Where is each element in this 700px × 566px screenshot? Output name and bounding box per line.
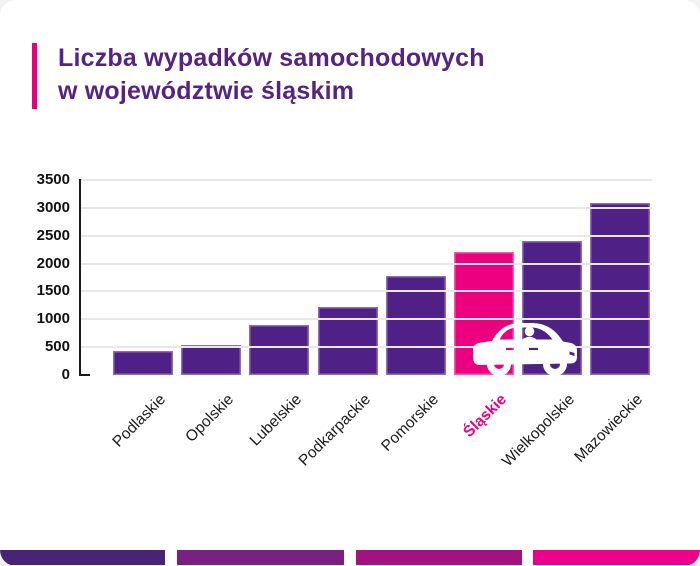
- footer-bar-2: [177, 550, 344, 565]
- bar-lubelskie: [249, 325, 310, 375]
- car-icon: [473, 323, 577, 376]
- bar-mazowieckie: [590, 203, 651, 375]
- y-tick-label: 2000: [36, 254, 70, 272]
- x-category-label: Mazowieckie: [571, 391, 647, 466]
- title-line-2: w województwie śląskim: [58, 77, 355, 105]
- y-tick-label: 3500: [36, 171, 70, 188]
- x-category-label: Lubelskie: [247, 391, 306, 450]
- y-tick-label: 3000: [36, 198, 70, 216]
- bar-opolskie: [181, 345, 242, 375]
- x-category-label: Śląskie: [460, 391, 511, 441]
- grid-line: [81, 318, 652, 321]
- grid-line: [81, 234, 652, 237]
- footer-bar-1: [0, 550, 165, 565]
- y-tick-label: 2500: [36, 226, 70, 244]
- y-tick-label: 0: [61, 366, 70, 383]
- page-title: Liczba wypadków samochodowych w województ…: [58, 42, 485, 108]
- y-tick-label: 1000: [36, 310, 70, 328]
- x-category-label: Podkarpackie: [295, 391, 374, 470]
- y-tick-label: 1500: [36, 282, 70, 300]
- y-axis-tick: [81, 374, 90, 376]
- y-axis-line: [79, 179, 81, 376]
- y-tick-label: 500: [44, 338, 70, 356]
- x-category-label: Opolskie: [182, 391, 238, 446]
- footer-bar-4: [533, 550, 700, 565]
- title-accent-bar: [32, 43, 37, 109]
- grid-line: [81, 179, 652, 181]
- title-line-1: Liczba wypadków samochodowych: [58, 44, 485, 72]
- grid-line: [81, 262, 652, 265]
- x-category-label: Wielkopolskie: [499, 391, 579, 471]
- grid-line: [81, 290, 652, 293]
- x-category-label: Pomorskie: [378, 391, 442, 455]
- grid-line: [81, 346, 652, 349]
- grid-line: [81, 206, 652, 209]
- bar-podlaskie: [113, 351, 173, 375]
- x-category-label: Podlaskie: [109, 391, 170, 451]
- bar-podkarpackie: [317, 307, 378, 375]
- footer-bar-3: [356, 550, 522, 565]
